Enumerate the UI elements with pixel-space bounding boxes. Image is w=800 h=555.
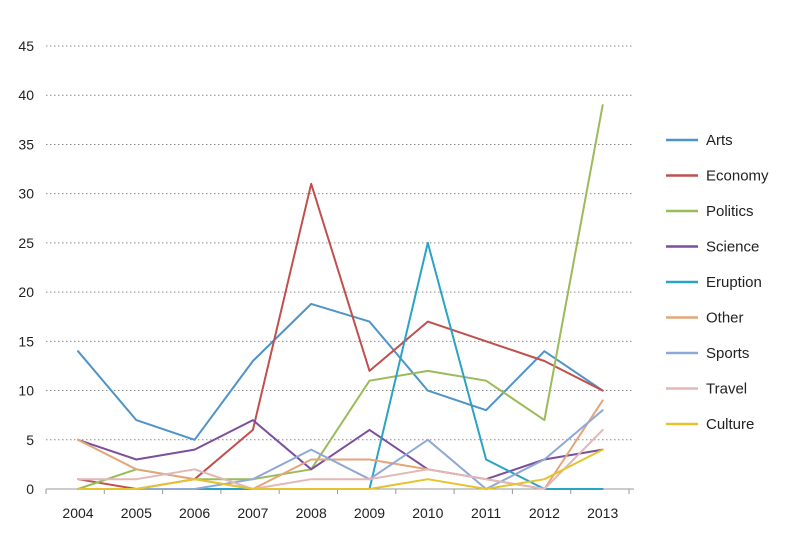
x-tick-label: 2012 xyxy=(529,505,560,521)
legend-label: Eruption xyxy=(706,274,762,291)
x-tick-label: 2006 xyxy=(179,505,210,521)
legend-label: Science xyxy=(706,239,759,256)
series-line-science xyxy=(77,419,604,481)
x-tick-label: 2008 xyxy=(296,505,327,521)
y-tick-label: 10 xyxy=(18,383,34,399)
y-tick-label: 45 xyxy=(18,38,34,54)
y-tick-label: 25 xyxy=(18,235,34,251)
series-lines xyxy=(77,104,604,490)
legend-label: Economy xyxy=(706,168,769,185)
legend-label: Sports xyxy=(706,345,749,362)
axes: 0 5 10 15 20 25 30 35 40 45 2004 2005 2006 2007 2008 20… xyxy=(18,38,634,521)
y-tick-label: 15 xyxy=(18,333,34,349)
x-tick-label: 2007 xyxy=(237,505,268,521)
legend-label: Travel xyxy=(706,381,747,398)
x-tick-label: 2005 xyxy=(121,505,152,521)
gridlines xyxy=(46,45,634,441)
y-tick-label: 35 xyxy=(18,136,34,152)
x-tick-label: 2004 xyxy=(62,505,93,521)
legend-label: Culture xyxy=(706,416,754,433)
y-tick-label: 0 xyxy=(26,481,34,497)
y-tick-label: 30 xyxy=(18,186,34,202)
y-tick-label: 20 xyxy=(18,284,34,300)
legend-label: Other xyxy=(706,310,744,327)
x-tick-label: 2009 xyxy=(354,505,385,521)
series-line-culture xyxy=(77,448,604,490)
legend-label: Arts xyxy=(706,132,733,149)
legend-label: Politics xyxy=(706,203,754,220)
x-tick-label: 2013 xyxy=(587,505,618,521)
series-line-sports xyxy=(77,409,604,490)
y-tick-label: 40 xyxy=(18,87,34,103)
series-line-politics xyxy=(77,104,604,490)
series-line-economy xyxy=(77,182,604,490)
series-line-arts xyxy=(77,302,604,441)
y-tick-label: 5 xyxy=(26,432,34,448)
legend: Arts Economy Politics Science Eruption Other S… xyxy=(666,132,769,433)
x-tick-label: 2010 xyxy=(412,505,443,521)
x-tick-label: 2011 xyxy=(471,505,501,521)
